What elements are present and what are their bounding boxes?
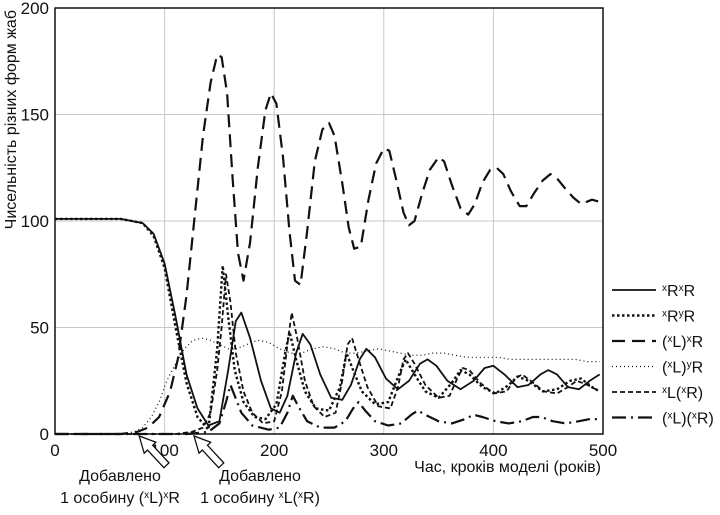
legend-label: (xL)yR	[662, 359, 703, 377]
annotation-line2: 1 особину xL(xR)	[200, 490, 320, 508]
series-line-3	[55, 53, 600, 436]
legend-label: xRyR	[662, 308, 695, 326]
annotations: Добавлено 1 особину (xL)xR Добавлено 1 особ…	[60, 434, 320, 508]
x-tick-label: 500	[589, 441, 617, 460]
annotation-line2: 1 особину (xL)xR	[60, 490, 180, 508]
series-line-2	[55, 217, 601, 431]
annotation-arrow	[138, 434, 170, 469]
annotation-line1: Добавлено	[79, 468, 161, 485]
series-line-1	[55, 218, 601, 427]
series-line-6	[55, 383, 600, 436]
annotation-arrow	[193, 434, 225, 469]
y-tick-label: 150	[21, 106, 49, 125]
x-tick-label: 300	[370, 441, 398, 460]
y-axis-label: Чисельність різних форм жаб	[3, 10, 20, 229]
series-line-4	[55, 337, 600, 435]
annotation-line1: Добавлено	[219, 468, 301, 485]
legend: xRxR xRyR (xL)xR (xL)yR xL(xR) (xL)(xR)	[612, 283, 714, 428]
x-tick-label: 0	[50, 441, 59, 460]
x-axis-label: Час, кроків моделі (років)	[414, 459, 601, 476]
legend-label: xL(xR)	[662, 385, 703, 403]
y-tick-label: 200	[21, 0, 49, 18]
legend-label: (xL)xR	[662, 334, 703, 352]
x-tick-label: 400	[479, 441, 507, 460]
y-tick-label: 100	[21, 212, 49, 231]
series-lines	[55, 53, 601, 436]
y-tick-label: 0	[40, 425, 49, 444]
plot-frame	[54, 7, 604, 435]
y-tick-label: 50	[30, 319, 49, 338]
legend-label: (xL)(xR)	[662, 410, 714, 428]
x-tick-label: 200	[260, 441, 288, 460]
legend-label: xRxR	[662, 283, 695, 301]
series-line-5	[55, 273, 601, 435]
